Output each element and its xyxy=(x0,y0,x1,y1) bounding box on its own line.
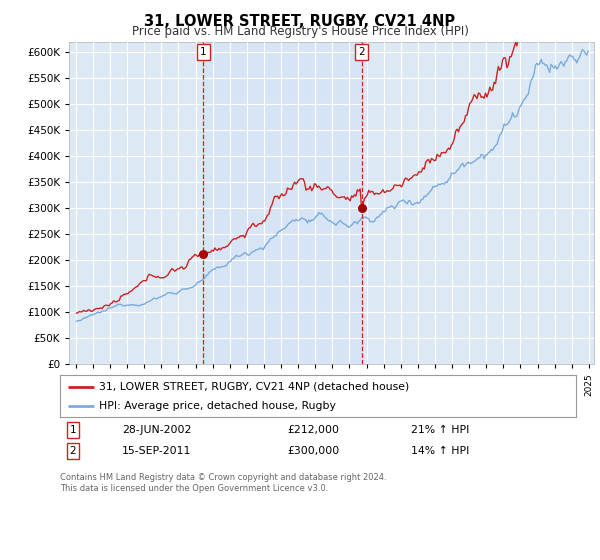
Text: 1: 1 xyxy=(200,47,207,57)
Text: Price paid vs. HM Land Registry's House Price Index (HPI): Price paid vs. HM Land Registry's House … xyxy=(131,25,469,38)
Text: £300,000: £300,000 xyxy=(287,446,339,456)
Text: 2: 2 xyxy=(358,47,365,57)
Text: 14% ↑ HPI: 14% ↑ HPI xyxy=(411,446,469,456)
Text: 21% ↑ HPI: 21% ↑ HPI xyxy=(411,426,469,435)
Text: HPI: Average price, detached house, Rugby: HPI: Average price, detached house, Rugb… xyxy=(98,401,335,411)
Text: 31, LOWER STREET, RUGBY, CV21 4NP: 31, LOWER STREET, RUGBY, CV21 4NP xyxy=(145,14,455,29)
Text: Contains HM Land Registry data © Crown copyright and database right 2024.
This d: Contains HM Land Registry data © Crown c… xyxy=(60,473,386,493)
Bar xyxy=(203,42,362,364)
Text: 1: 1 xyxy=(70,426,76,435)
Text: £212,000: £212,000 xyxy=(287,426,339,435)
Text: 2: 2 xyxy=(70,446,76,456)
Text: 31, LOWER STREET, RUGBY, CV21 4NP (detached house): 31, LOWER STREET, RUGBY, CV21 4NP (detac… xyxy=(98,381,409,391)
Text: 15-SEP-2011: 15-SEP-2011 xyxy=(122,446,191,456)
Text: 28-JUN-2002: 28-JUN-2002 xyxy=(122,426,191,435)
